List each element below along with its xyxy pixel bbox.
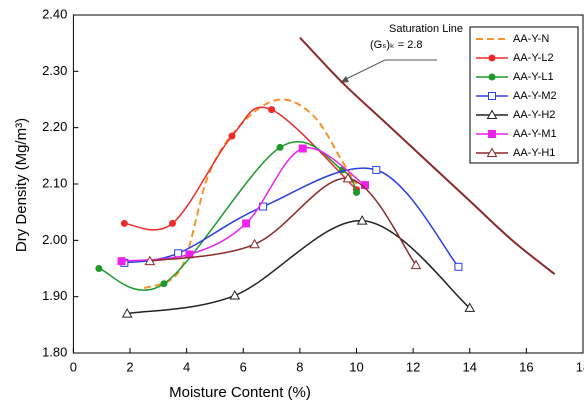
marker — [488, 73, 496, 81]
x-tick-label: 18 — [576, 359, 584, 374]
marker — [95, 265, 103, 272]
marker — [249, 238, 260, 249]
x-tick-label: 10 — [349, 359, 363, 374]
marker — [356, 215, 368, 225]
annotation: (Gₛ)ₖ = 2.8 — [370, 39, 423, 51]
marker — [229, 290, 241, 300]
marker — [454, 262, 463, 271]
legend-label: AA-Y-L2 — [513, 52, 554, 64]
x-tick-label: 6 — [240, 359, 247, 374]
x-tick-label: 4 — [183, 359, 190, 374]
marker — [342, 172, 354, 183]
legend-label: AA-Y-H2 — [513, 109, 555, 121]
x-tick-label: 14 — [463, 359, 477, 374]
marker — [353, 188, 361, 196]
legend-label: AA-Y-M1 — [513, 128, 557, 140]
marker — [410, 259, 422, 270]
series-line — [127, 219, 471, 315]
series-line — [143, 98, 358, 290]
marker — [464, 302, 476, 312]
marker — [486, 147, 498, 157]
annotation: Saturation Line — [389, 23, 463, 35]
marker — [121, 308, 133, 318]
marker — [242, 219, 251, 228]
marker — [144, 255, 156, 266]
marker — [372, 165, 381, 174]
legend-label: AA-Y-M2 — [513, 90, 557, 102]
marker — [298, 144, 307, 153]
x-tick-label: 2 — [126, 359, 133, 374]
marker — [276, 143, 284, 151]
marker — [228, 132, 236, 140]
x-axis-label: Moisture Content (%) — [169, 384, 311, 401]
marker — [486, 109, 498, 119]
y-tick-label: 1.80 — [42, 344, 67, 359]
marker — [268, 106, 276, 114]
marker — [117, 257, 126, 266]
y-tick-label: 2.10 — [42, 175, 67, 190]
legend-label: AA-Y-H1 — [513, 147, 555, 159]
series-line — [149, 177, 417, 266]
x-tick-label: 12 — [406, 359, 420, 374]
marker — [488, 92, 496, 100]
x-tick-label: 16 — [519, 359, 533, 374]
y-tick-label: 2.40 — [42, 6, 67, 21]
marker — [488, 54, 496, 62]
x-tick-label: 0 — [70, 359, 77, 374]
series-line — [124, 167, 460, 268]
annotation-arrow — [343, 59, 386, 81]
y-tick-label: 2.20 — [42, 119, 67, 134]
x-tick-label: 8 — [296, 359, 303, 374]
saturation-line — [299, 36, 556, 275]
series-line — [121, 147, 366, 262]
y-tick-label: 2.30 — [42, 63, 67, 78]
marker — [488, 130, 496, 138]
y-tick-label: 2.00 — [42, 232, 67, 247]
y-axis-label: Dry Density (Mg/m³) — [13, 118, 30, 252]
y-tick-label: 1.90 — [42, 288, 67, 303]
legend-label: AA-Y-L1 — [513, 71, 554, 83]
marker — [160, 280, 168, 288]
marker — [168, 219, 176, 227]
legend-label: AA-Y-N — [513, 33, 549, 45]
marker — [120, 219, 128, 227]
series-line — [98, 140, 358, 291]
